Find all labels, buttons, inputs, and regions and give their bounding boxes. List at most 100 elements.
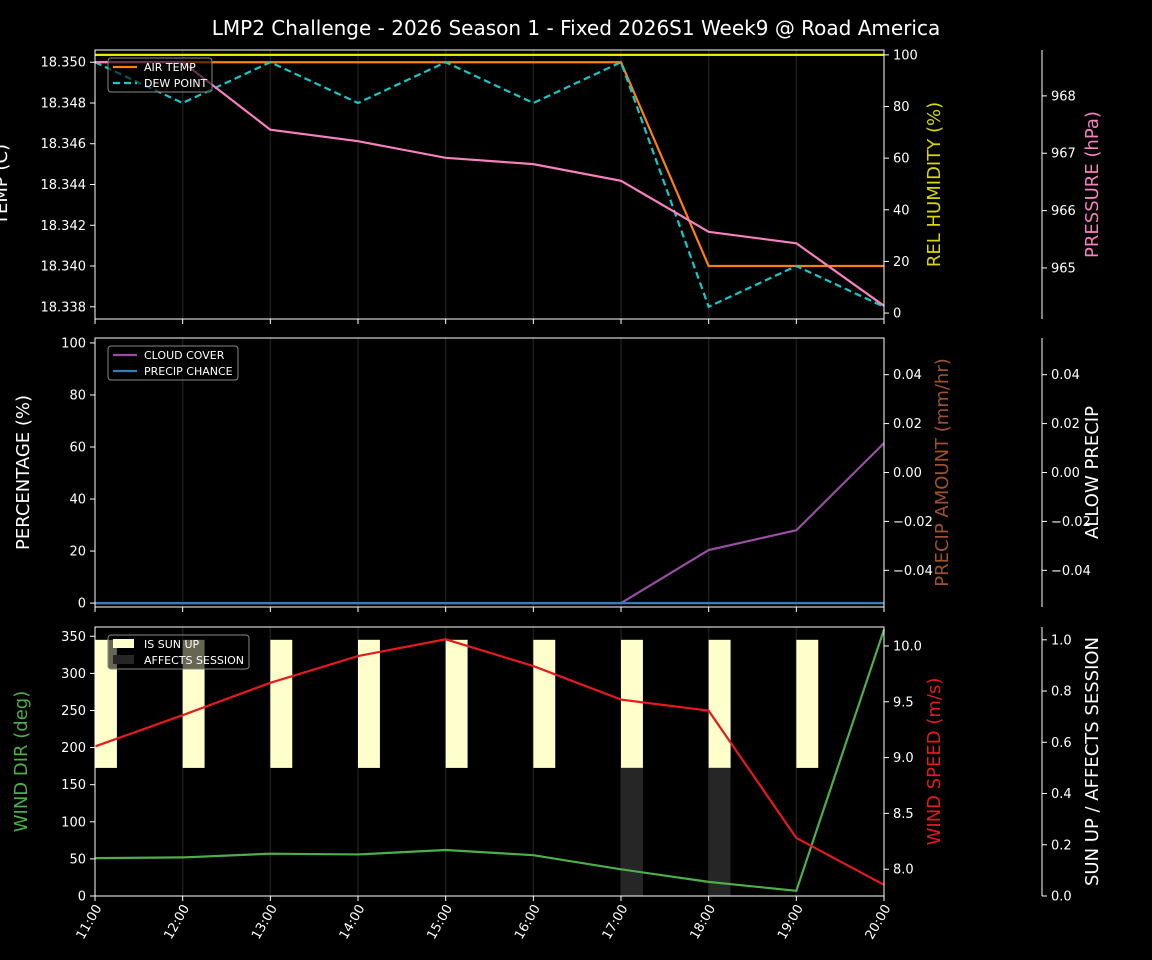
y-tick-label: 0.04 [1051,368,1080,383]
y-tick-label: 80 [893,100,910,115]
y-tick-label: 100 [893,48,918,63]
series-line-dew-point [94,60,885,309]
y-tick-label: 0.2 [1051,838,1072,853]
x-tick-label: 17:00 [600,902,632,942]
legend-box [107,634,250,670]
y-axis-label: REL HUMIDITY (%) [924,102,945,267]
legend: AIR TEMP DEW POINT [107,57,213,93]
y-tick-label: 9.0 [893,751,914,766]
y-tick-label: 250 [61,704,86,719]
y-tick-label: 0.02 [893,417,922,432]
series-line-axis2-3 [95,60,885,307]
series-line-axis1-1 [94,638,885,886]
x-tick-label: 14:00 [337,902,369,942]
affects-session-bar [708,767,731,896]
panel-1: 18.338 18.340 18.342 18.344 18.346 18.348 18.3… [0,48,1103,324]
y-axis-label: TEMP (C) [0,144,12,226]
y-axis-label: PRESSURE (hPa) [1082,111,1103,258]
y-axis-label: ALLOW PRECIP [1082,406,1103,539]
y-tick-label: 18.342 [41,219,87,234]
y-tick-label: 967 [1051,147,1076,162]
x-tick-label: 12:00 [161,902,193,942]
chart-title: LMP2 Challenge - 2026 Season 1 - Fixed 2… [212,16,940,40]
y-tick-label: 0.0 [1051,890,1072,905]
y-axis-label: SUN UP / AFFECTS SESSION [1082,637,1103,886]
y-tick-label: 0.00 [893,466,922,481]
sun-up-bar [796,639,819,768]
legend-label: PRECIP CHANCE [144,365,233,378]
y-tick-label: −0.02 [893,515,933,530]
sun-up-bar [621,639,643,768]
legend-label: IS SUN UP [144,638,200,651]
y-tick-label: 9.5 [893,695,914,710]
sun-up-bar [533,639,556,768]
legend: IS SUN UP AFFECTS SESSION [107,634,250,670]
sun-up-bar [95,639,117,768]
series-line-axis0-0 [94,629,886,892]
y-tick-label: 10.0 [893,639,922,654]
y-tick-label: 150 [61,778,86,793]
y-tick-label: 18.340 [41,260,87,275]
y-tick-label: 18.350 [41,56,87,71]
legend-label: AFFECTS SESSION [144,654,244,667]
y-tick-label: 965 [1051,261,1076,276]
y-tick-label: 966 [1051,204,1076,219]
panel-3: 11:00 12:00 13:00 14:00 15:00 16:00 17:00 18:00… [11,626,1103,942]
legend: CLOUD COVER PRECIP CHANCE [107,345,239,381]
x-tick-label: 20:00 [863,902,895,942]
y-tick-label: 8.0 [893,863,914,878]
x-tick-label: 19:00 [775,902,807,942]
y-tick-label: 18.344 [41,178,87,193]
y-tick-label: 50 [69,852,86,867]
y-tick-label: −0.04 [893,564,933,579]
legend-label: AIR TEMP [144,61,196,74]
y-tick-label: 100 [61,815,86,830]
legend-swatch [113,639,134,648]
x-tick-label: 13:00 [249,902,281,942]
y-tick-label: 20 [69,545,86,560]
y-tick-label: 0 [893,307,901,322]
sun-up-bar [358,639,380,768]
y-tick-label: 0.6 [1051,736,1072,751]
y-axis-label: WIND DIR (deg) [11,691,32,833]
y-tick-label: −0.02 [1051,515,1091,530]
y-tick-label: 8.5 [893,807,914,822]
y-tick-label: 18.346 [41,137,87,152]
plot-frame [94,626,885,897]
y-tick-label: 18.348 [41,96,87,111]
y-tick-label: 60 [69,441,86,456]
y-tick-label: 968 [1051,89,1076,104]
y-tick-label: 60 [893,152,910,167]
y-tick-label: 0 [78,890,86,905]
x-tick-label: 18:00 [687,902,719,942]
y-tick-label: 0.04 [893,368,922,383]
sun-up-bar [445,639,468,768]
y-tick-label: 0.4 [1051,787,1072,802]
sun-up-bar [708,639,731,768]
y-tick-label: 350 [61,630,86,645]
y-axis-label: WIND SPEED (m/s) [924,678,945,846]
y-tick-label: 0.02 [1051,417,1080,432]
y-tick-label: 200 [61,741,86,756]
legend-box [107,345,239,381]
x-tick-label: 15:00 [424,902,456,942]
y-tick-label: 1.0 [1051,633,1072,648]
legend-swatch [113,655,134,664]
y-tick-label: 40 [893,203,910,218]
y-tick-label: −0.04 [1051,564,1091,579]
y-tick-label: 80 [69,388,86,403]
y-axis-label: PERCENTAGE (%) [13,395,34,550]
legend-label: DEW POINT [144,77,208,90]
y-tick-label: 0.8 [1051,685,1072,700]
affects-session-bar [621,767,643,896]
y-tick-label: 0.00 [1051,466,1080,481]
plot-frame [94,49,885,320]
y-tick-label: 300 [61,667,86,682]
sun-up-bar [270,639,293,768]
sun-up-bar [182,639,205,768]
y-tick-label: 100 [61,336,86,351]
y-tick-label: 18.338 [41,300,87,315]
y-axis-label: PRECIP AMOUNT (mm/hr) [932,358,953,587]
x-tick-label: 11:00 [74,902,106,942]
